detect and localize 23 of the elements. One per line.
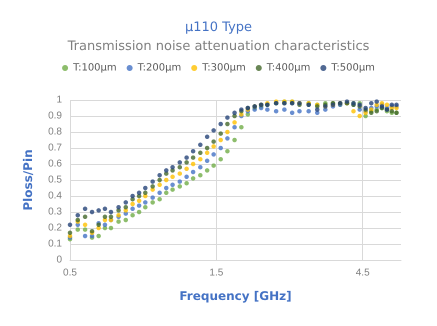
y-tick-label: 0	[56, 254, 62, 266]
y-tick-label: 0.7	[48, 142, 62, 154]
x-axis-title: Frequency [GHz]	[179, 289, 292, 303]
y-tick-label: 0.2	[48, 222, 62, 234]
legend-label: T:100μm	[72, 62, 117, 74]
y-tick-label: 0.8	[48, 126, 62, 138]
legend-label: T:500μm	[330, 62, 375, 74]
y-axis-title: Ploss/Pin	[21, 149, 35, 211]
legend-label: T:400μm	[266, 62, 310, 74]
x-tick-label: 0.5	[63, 268, 78, 278]
x-tick-label: 1.5	[209, 268, 224, 278]
y-tick-label: 0.3	[48, 206, 62, 218]
y-tick-label: 0.6	[48, 158, 62, 170]
y-tick-label: 1	[56, 94, 62, 106]
x-tick-label: 4.5	[356, 268, 370, 278]
legend-label: T:300μm	[201, 62, 246, 74]
chart-title: μ110 Type	[184, 20, 252, 35]
chart-subtitle: Transmission noise attenuation characteristics	[66, 39, 370, 54]
y-tick-label: 0.5	[48, 174, 62, 186]
y-tick-label: 0.9	[48, 110, 62, 122]
y-tick-label: 0.1	[48, 238, 62, 250]
y-tick-label: 0.4	[48, 190, 62, 202]
legend-label: T:200μm	[136, 62, 182, 74]
